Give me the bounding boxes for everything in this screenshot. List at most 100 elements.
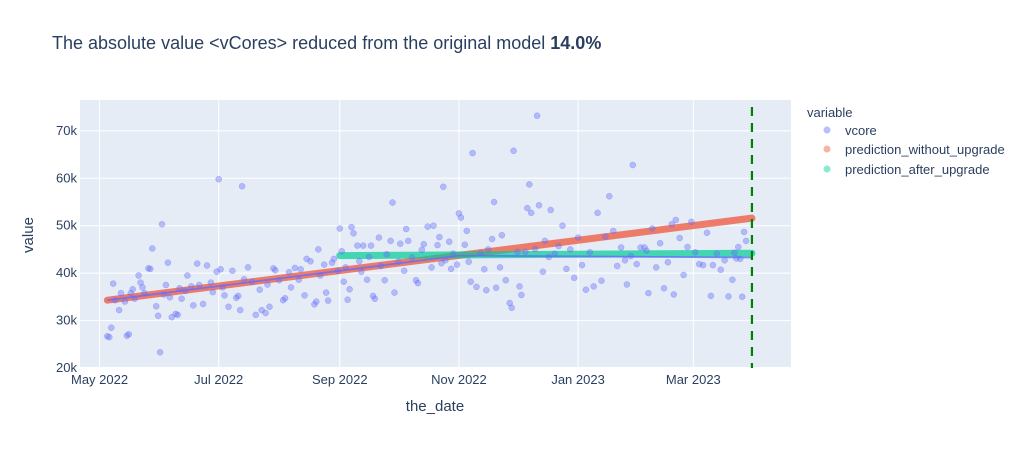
legend-marker-prediction-without-upgrade <box>823 145 831 153</box>
vcore-point <box>324 297 332 304</box>
vcore-point <box>408 254 416 261</box>
vcore-point <box>365 253 373 261</box>
vcore-point <box>400 267 408 275</box>
vcore-point <box>346 286 353 293</box>
vcore-point <box>455 210 463 217</box>
vcore-point <box>158 221 166 228</box>
vcore-point <box>738 293 746 301</box>
vcore-point <box>522 248 529 256</box>
vcore-point <box>375 234 383 241</box>
vcore-point <box>104 332 111 340</box>
vcore-point <box>428 264 435 271</box>
vcore-point <box>582 286 590 293</box>
vcore-point <box>340 278 347 285</box>
vcore-point <box>164 259 172 266</box>
vcore-point <box>586 249 594 256</box>
vcore-point <box>383 250 390 258</box>
vcore-point <box>199 300 207 308</box>
vcore-point <box>291 264 299 272</box>
vcore-point <box>402 225 410 233</box>
legend-item-vcore[interactable]: vcore <box>823 123 877 138</box>
legend-marker-vcore <box>823 126 831 134</box>
vcore-point <box>649 225 656 232</box>
vcore-point <box>516 283 523 290</box>
vcore-point <box>645 289 652 297</box>
vcore-point <box>641 244 648 251</box>
vcore-point <box>354 242 361 249</box>
vcore-point <box>174 311 181 319</box>
x-tick-label: Sep 2022 <box>312 372 368 387</box>
vcore-point <box>178 295 185 302</box>
vcore-point <box>445 238 453 246</box>
vcore-point <box>129 286 136 293</box>
vcore-point <box>149 245 156 252</box>
vcore-point <box>115 306 123 314</box>
vcore-point <box>531 245 539 253</box>
vcore-point <box>152 303 160 310</box>
vcore-point <box>465 258 472 265</box>
vcore-point <box>418 246 426 254</box>
vcore-point <box>395 258 402 265</box>
vcore-point <box>490 198 498 206</box>
vcore-point <box>336 225 344 232</box>
vcore-point <box>570 274 578 282</box>
vcore-point <box>272 267 279 274</box>
vcore-point <box>111 296 119 304</box>
vcore-point <box>463 227 471 235</box>
vcore-point <box>717 266 724 274</box>
vcore-point <box>526 181 533 188</box>
vcore-point <box>287 284 295 291</box>
vcore-point <box>621 257 629 264</box>
vcore-point <box>729 276 736 284</box>
vcore-point <box>285 268 293 276</box>
vcore-point <box>545 253 553 261</box>
vcore-trend-polyline <box>107 254 752 302</box>
vcore-point <box>217 266 224 273</box>
plot-area <box>80 100 791 368</box>
vcore-point <box>350 230 357 237</box>
x-tick-label: May 2022 <box>71 372 128 387</box>
vcore-point <box>707 292 715 300</box>
vcore-point <box>483 286 490 294</box>
vcore-point <box>203 262 211 269</box>
vcore-point <box>358 268 365 275</box>
vcore-point <box>387 237 394 245</box>
vcore-point <box>266 303 273 311</box>
vcore-point <box>182 287 189 294</box>
vcore-point <box>477 249 484 257</box>
vcore-point <box>590 283 597 290</box>
vcore-point <box>613 262 621 270</box>
vcore-point <box>492 284 500 292</box>
vcore-point <box>209 288 217 296</box>
vcore-point <box>234 292 242 300</box>
vcore-point <box>135 272 142 279</box>
vcore-point <box>735 243 742 251</box>
vcore-point <box>629 161 637 169</box>
vcore-point <box>420 240 428 248</box>
legend-item-prediction-without-upgrade[interactable]: prediction_without_upgrade <box>823 142 1005 157</box>
y-tick-label: 30k <box>56 313 77 328</box>
vcore-point <box>469 149 476 157</box>
x-gridlines <box>99 100 694 368</box>
prediction-after-upgrade-line <box>336 249 756 260</box>
y-tick-label: 70k <box>56 123 77 138</box>
y-axis-title: value <box>20 217 37 253</box>
chart-title-emphasis: 14.0% <box>550 33 602 53</box>
vcore-point <box>695 260 703 268</box>
vcore-point <box>527 209 535 217</box>
vcore-point <box>488 235 496 243</box>
vcore-point <box>121 298 129 305</box>
vcore-point <box>184 272 191 279</box>
vcore-point <box>725 293 732 300</box>
vcore-point <box>627 252 635 260</box>
legend[interactable]: variable vcore prediction_without_upgrad… <box>807 105 1005 177</box>
vcore-point <box>125 331 133 338</box>
x-axis-title: the_date <box>406 398 464 415</box>
vcore-point <box>508 304 515 312</box>
legend-title: variable <box>807 105 853 120</box>
x-tick-label: Jan 2023 <box>551 372 605 387</box>
legend-item-prediction-after-upgrade[interactable]: prediction_after_upgrade <box>823 162 990 177</box>
vcore-point <box>502 276 510 284</box>
vcore-point <box>594 209 601 217</box>
